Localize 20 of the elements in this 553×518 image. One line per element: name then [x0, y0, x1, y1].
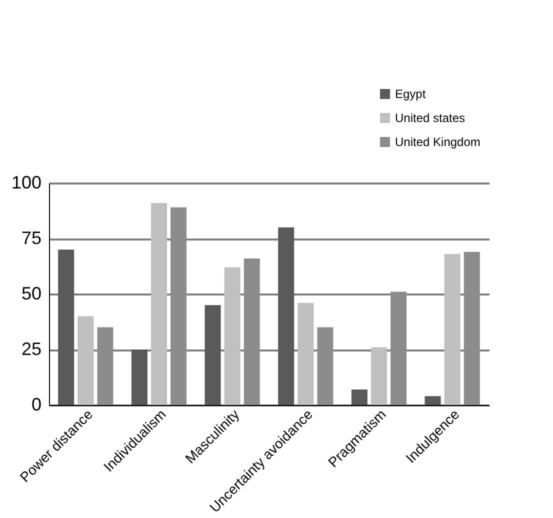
bar — [298, 302, 314, 405]
bar — [151, 202, 167, 405]
bar — [371, 347, 387, 405]
legend-label: Egypt — [395, 87, 426, 101]
y-tick-label: 25 — [21, 339, 42, 359]
bar — [278, 227, 294, 405]
y-tick-label: 50 — [21, 284, 42, 304]
y-tick-label: 0 — [31, 394, 42, 414]
bar — [351, 389, 368, 405]
bar — [58, 250, 74, 405]
bar — [444, 254, 460, 405]
y-tick-label: 100 — [11, 172, 42, 192]
bar — [204, 305, 221, 405]
y-tick-label: 75 — [21, 228, 42, 248]
legend-label: United Kingdom — [395, 135, 480, 149]
bar — [424, 396, 441, 405]
bar — [224, 267, 240, 405]
bar — [131, 350, 148, 405]
legend-label: United states — [395, 111, 466, 125]
bar — [78, 316, 94, 405]
